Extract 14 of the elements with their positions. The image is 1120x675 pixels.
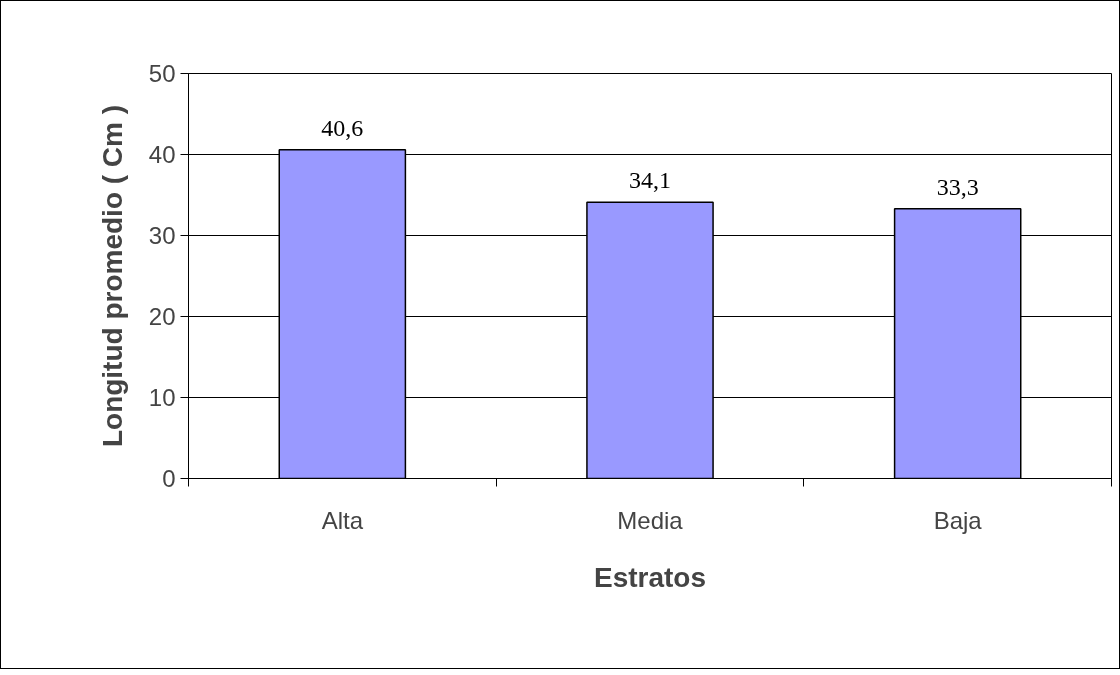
y-axis-title: Longitud promedio ( Cm ) — [96, 104, 128, 448]
data-label: 40,6 — [321, 114, 364, 141]
data-label: 34,1 — [629, 167, 671, 194]
y-tick-label: 10 — [148, 384, 176, 411]
x-tick-label: Media — [617, 506, 684, 534]
y-tick-label: 0 — [162, 465, 176, 492]
x-tick-label: Baja — [933, 506, 983, 534]
data-label: 33,3 — [936, 173, 979, 200]
x-axis-title: Estratos — [593, 561, 707, 593]
x-tick-label: Alta — [321, 506, 364, 534]
y-tick-label: 20 — [148, 303, 176, 330]
y-tick-label: 40 — [148, 141, 176, 168]
y-tick-label: 30 — [148, 222, 176, 249]
y-tick-label: 50 — [148, 60, 176, 87]
